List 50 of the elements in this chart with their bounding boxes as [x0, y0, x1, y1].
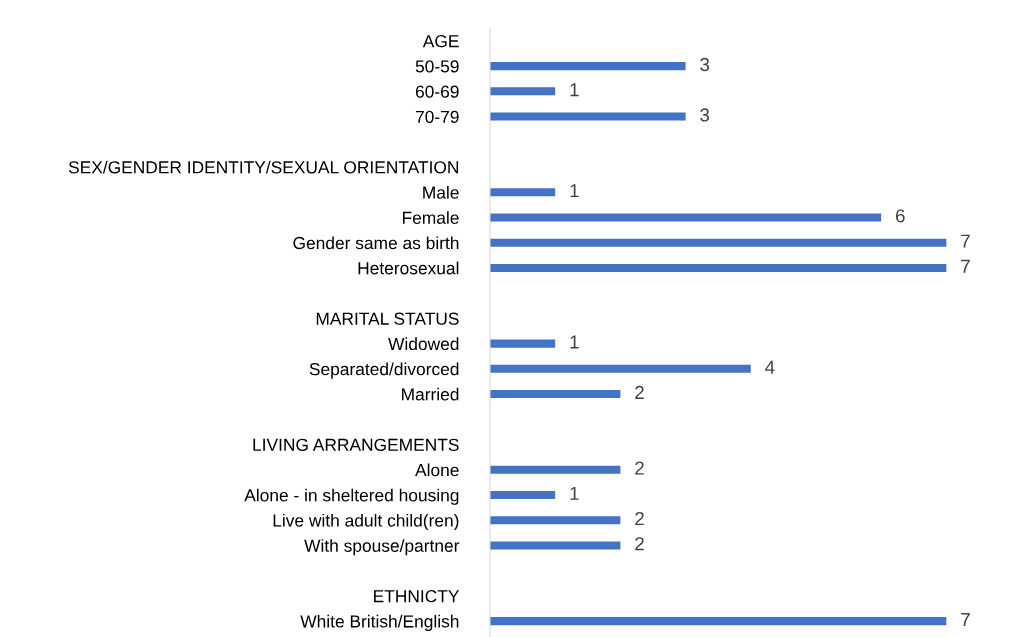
y-tick-label: LIVING ARRANGEMENTS [253, 438, 459, 451]
y-tick-label: Alone [415, 463, 459, 477]
data-label: 2 [635, 461, 644, 475]
y-tick-label: Gender same as birth [293, 236, 459, 250]
data-label: 4 [765, 360, 775, 374]
y-tick-label: With spouse/partner [304, 539, 460, 556]
y-tick-label: Separated/divorced [309, 362, 459, 379]
y-tick-label: Heterosexual [358, 261, 459, 275]
bar [490, 490, 556, 499]
y-tick-label: White British/English [300, 614, 459, 631]
data-label: 1 [570, 335, 579, 349]
bar [490, 465, 621, 474]
y-tick-label: MARITAL STATUS [316, 312, 459, 325]
bar [490, 238, 947, 247]
y-tick-label: Widowed [388, 337, 459, 351]
data-label: 2 [635, 385, 644, 399]
y-tick-label: Alone - in sheltered housing [244, 488, 459, 505]
y-tick-label: ETHNICTY [374, 590, 460, 603]
y-tick-label: 50-59 [415, 60, 459, 73]
data-label: 3 [700, 57, 710, 72]
bar [490, 213, 882, 222]
data-label: 1 [570, 83, 579, 97]
y-tick-label: Female [402, 211, 459, 224]
bar [490, 364, 751, 373]
bar [490, 112, 686, 121]
y-tick-label: 60-69 [415, 85, 459, 98]
data-label: 3 [700, 108, 710, 122]
data-label: 7 [961, 234, 970, 248]
y-tick-label: Male [423, 185, 459, 199]
y-tick-label: Live with adult child(ren) [273, 513, 459, 531]
data-label: 7 [961, 259, 970, 273]
bar [490, 390, 621, 399]
data-label: 2 [635, 537, 644, 551]
data-label: 7 [961, 613, 970, 626]
data-label: 1 [570, 184, 579, 198]
bar [490, 516, 621, 525]
y-tick-label: 70-79 [415, 110, 459, 124]
bar [490, 263, 947, 272]
bar [490, 62, 686, 71]
y-tick-label: Married [402, 387, 459, 401]
bar [490, 339, 556, 348]
data-label: 6 [896, 209, 905, 223]
bar [490, 541, 621, 550]
y-tick-label: SEX/GENDER IDENTITY/SEXUAL ORIENTATION [68, 160, 459, 174]
bar [490, 188, 556, 197]
bar [490, 87, 556, 96]
y-tick-label: AGE [422, 35, 459, 48]
bar [490, 617, 947, 626]
data-label: 2 [635, 511, 644, 526]
data-label: 1 [570, 486, 579, 500]
